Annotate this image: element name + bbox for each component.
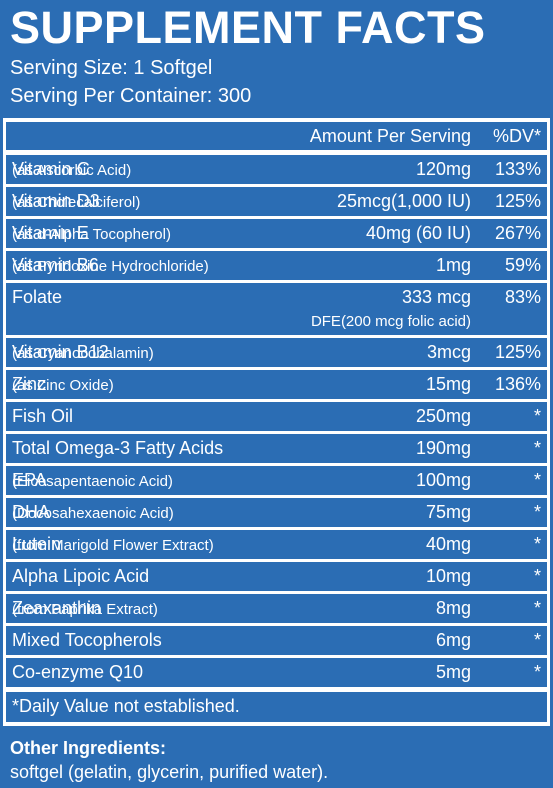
amount: 40mg (60 IU) <box>365 223 471 243</box>
nutrient: Vitamin C (as Ascorbic Acid) <box>12 159 131 180</box>
nutrient-name: Vitamin D3 <box>12 191 100 211</box>
fact-row: Mixed Tocopherols 6mg * <box>6 626 547 655</box>
amount: 5mg <box>435 662 471 682</box>
amount: 40mg <box>425 534 471 554</box>
nutrient-detail: (from Paprika Extract) <box>12 601 158 618</box>
fact-row: Alpha Lipoic Acid 10mg * <box>6 562 547 591</box>
header-row: Amount Per Serving %DV* <box>6 122 547 150</box>
fact-row: DHA (Docosahexaenoic Acid) 75mg * <box>6 498 547 527</box>
daily-value: 267% <box>494 223 541 243</box>
fact-row: Lutein (from Marigold Flower Extract) 40mg… <box>6 530 547 559</box>
footnote: *Daily Value not established. <box>12 696 240 716</box>
daily-value: 83% <box>504 287 541 307</box>
nutrient: Vitamin E (as d-Alpha Tocopherol) <box>12 223 171 244</box>
nutrient: DHA (Docosahexaenoic Acid) <box>12 502 174 523</box>
nutrient-name: Zeaxanthin <box>12 598 102 618</box>
fact-row: Folate 333 mcg 83% DFE(200 mcg folic acid) <box>6 283 547 335</box>
daily-value: * <box>533 406 541 426</box>
fact-row: Zinc (as Zinc Oxide) 15mg 136% <box>6 370 547 399</box>
nutrient-name: Alpha Lipoic Acid <box>12 566 150 586</box>
fact-row: EPA (Eicosapentaenoic Acid) 100mg * <box>6 466 547 495</box>
nutrient-detail: (as Zinc Oxide) <box>12 377 114 394</box>
nutrient-name: Vitamin C <box>12 159 90 179</box>
daily-value: 59% <box>504 255 541 275</box>
daily-value: * <box>533 566 541 586</box>
nutrient-name: Co-enzyme Q10 <box>12 662 144 682</box>
fact-row: Vitamin B12 (as Cyanocobalamin) 3mcg 125% <box>6 338 547 367</box>
nutrient-name: Vitamin B6 <box>12 255 99 275</box>
nutrient-name: Zinc <box>12 374 47 394</box>
nutrient-name: Total Omega-3 Fatty Acids <box>12 438 224 458</box>
amount: 120mg <box>415 159 471 179</box>
amount: 8mg <box>435 598 471 618</box>
amount: 25mcg(1,000 IU) <box>336 191 471 211</box>
daily-value: * <box>533 598 541 618</box>
other-heading: Other Ingredients: <box>10 738 167 758</box>
nutrient-detail: (Docosahexaenoic Acid) <box>12 505 174 522</box>
daily-value: * <box>533 662 541 682</box>
nutrient: Vitamin D3 (as Cholecalciferol) <box>12 191 140 212</box>
nutrient-name: Vitamin B12 <box>12 342 109 362</box>
daily-value: * <box>533 470 541 490</box>
nutrient: Zinc (as Zinc Oxide) <box>12 374 114 395</box>
nutrient-detail: (as Cholecalciferol) <box>12 194 141 211</box>
amount: 250mg <box>415 406 471 426</box>
nutrient-detail: (as d-Alpha Tocopherol) <box>12 226 171 243</box>
fact-row: Vitamin D3 (as Cholecalciferol) 25mcg(1,0… <box>6 187 547 216</box>
nutrient: Zeaxanthin (from Paprika Extract) <box>12 598 158 619</box>
daily-value: * <box>533 438 541 458</box>
fact-row: Fish Oil 250mg * <box>6 402 547 431</box>
nutrient-name: Folate <box>12 287 63 307</box>
serving-size: Serving Size: 1 Softgel <box>10 57 213 79</box>
daily-value: * <box>533 502 541 522</box>
fact-row: Zeaxanthin (from Paprika Extract) 8mg * <box>6 594 547 623</box>
nutrient-detail: (as Pyridoxine Hydrochloride) <box>12 258 209 275</box>
fact-row: Co-enzyme Q10 5mg * <box>6 658 547 687</box>
daily-value: 133% <box>494 159 541 179</box>
amount: 333 mcg <box>401 287 471 307</box>
amount: 190mg <box>415 438 471 458</box>
servings: Serving Per Container: 300 <box>10 85 252 107</box>
amount: 75mg <box>425 502 471 522</box>
nutrient: Vitamin B12 (as Cyanocobalamin) <box>12 342 154 363</box>
nutrient-detail: (as Ascorbic Acid) <box>12 162 132 179</box>
nutrient-name: Lutein <box>12 534 62 554</box>
nutrient-detail: (Eicosapentaenoic Acid) <box>12 473 173 490</box>
nutrient-name: Fish Oil <box>12 406 74 426</box>
dv-header: %DV* <box>492 126 541 146</box>
facts-panel: Amount Per Serving %DV* Vitamin C (as As… <box>3 118 550 726</box>
other-text: softgel (gelatin, glycerin, purified wat… <box>10 762 329 782</box>
amount-header: Amount Per Serving <box>309 126 471 146</box>
fact-row: Vitamin E (as d-Alpha Tocopherol) 40mg (6… <box>6 219 547 248</box>
nutrient: EPA (Eicosapentaenoic Acid) <box>12 470 173 491</box>
nutrient-name: Vitamin E <box>12 223 89 243</box>
nutrient-name: Mixed Tocopherols <box>12 630 162 650</box>
amount: 3mcg <box>426 342 471 362</box>
title: SUPPLEMENT FACTS <box>10 2 486 53</box>
nutrient-detail: (as Cyanocobalamin) <box>12 345 154 362</box>
fact-row: Vitamin B6 (as Pyridoxine Hydrochloride)… <box>6 251 547 280</box>
footnote-row: *Daily Value not established. <box>6 692 547 722</box>
daily-value: 125% <box>494 191 541 211</box>
nutrient-detail: (from Marigold Flower Extract) <box>12 537 214 554</box>
daily-value: * <box>533 630 541 650</box>
amount: 6mg <box>435 630 471 650</box>
nutrient-name: DHA <box>12 502 51 522</box>
fact-row: Vitamin C (as Ascorbic Acid) 120mg 133% <box>6 155 547 184</box>
nutrient: Lutein (from Marigold Flower Extract) <box>12 534 214 555</box>
daily-value: 136% <box>494 374 541 394</box>
amount: 1mg <box>435 255 471 275</box>
amount: 100mg <box>415 470 471 490</box>
daily-value: * <box>533 534 541 554</box>
amount: 10mg <box>425 566 471 586</box>
daily-value: 125% <box>494 342 541 362</box>
rows: Vitamin C (as Ascorbic Acid) 120mg 133% Vit… <box>6 155 547 687</box>
amount-note: DFE(200 mcg folic acid) <box>310 313 471 330</box>
amount: 15mg <box>425 374 471 394</box>
nutrient: Vitamin B6 (as Pyridoxine Hydrochloride) <box>12 255 209 276</box>
fact-row: Total Omega-3 Fatty Acids 190mg * <box>6 434 547 463</box>
nutrient-name: EPA <box>12 470 47 490</box>
